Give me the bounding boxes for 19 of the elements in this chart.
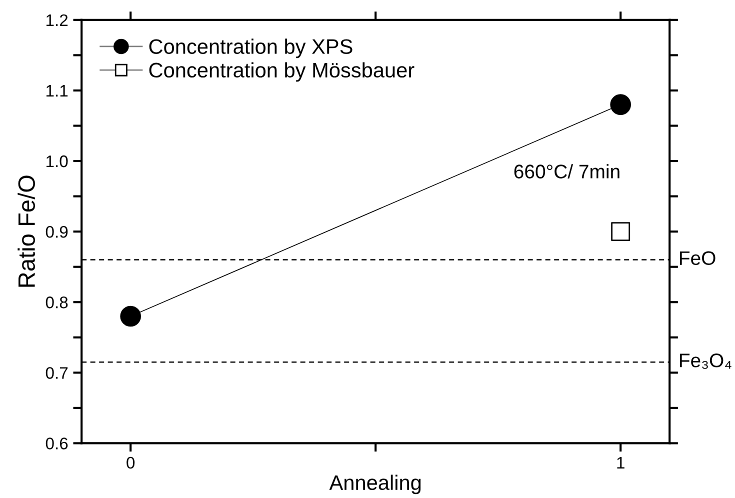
x-tick-label: 0 — [126, 456, 135, 469]
annotation: 660°C/ 7min — [514, 164, 620, 178]
y-tick-label: 1.2 — [46, 14, 68, 26]
y-tick-label: 1.0 — [46, 155, 68, 168]
y-tick-label: 0.8 — [46, 296, 68, 308]
y-tick-label: 1.1 — [46, 85, 68, 97]
y-tick-label: 0.7 — [46, 367, 68, 379]
x-axis-title: Annealing — [329, 474, 421, 494]
legend-label: Concentration by XPS — [149, 38, 352, 58]
ref-line-label: FeO — [680, 251, 716, 266]
point — [610, 94, 631, 115]
y-tick-label: 0.9 — [46, 226, 68, 238]
x-tick-label: 1 — [617, 457, 624, 468]
point — [611, 222, 630, 242]
y-tick-label: 0.6 — [46, 438, 68, 450]
point — [120, 306, 141, 327]
legend-label: Concentration by Mössbauer — [149, 62, 414, 82]
y-axis-title: Ratio Fe/O — [18, 176, 35, 287]
ref-line-label: Fe₃O₄ — [680, 354, 732, 369]
